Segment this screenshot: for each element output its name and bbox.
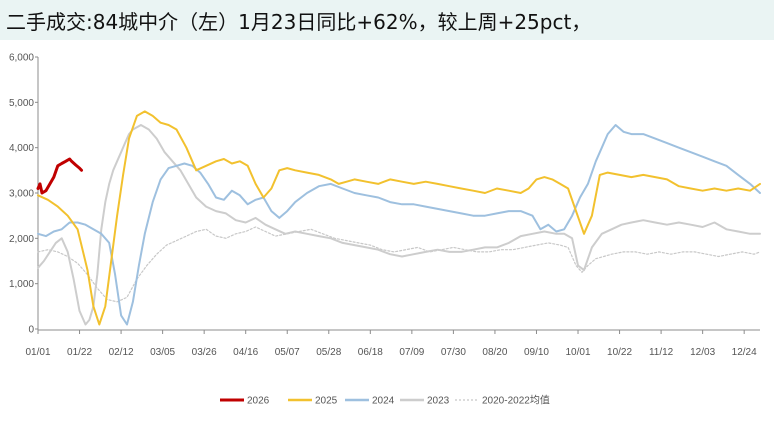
x-tick-label: 02/12	[109, 347, 134, 358]
x-tick-label: 01/01	[25, 347, 50, 358]
chart-legend: 2026 2025 2024 2023 2020-2022均值	[220, 394, 550, 407]
series-layer	[36, 110, 761, 326]
legend-label: 2023	[427, 396, 450, 407]
series-line-2023	[37, 124, 761, 326]
x-tick-label: 08/20	[482, 347, 507, 358]
legend-label: 2025	[315, 396, 338, 407]
x-tick-label: 06/18	[358, 347, 383, 358]
x-tick-label: 09/10	[524, 347, 549, 358]
x-tick-label: 05/28	[316, 347, 341, 358]
x-tick-label: 03/05	[150, 347, 175, 358]
x-tick-label: 11/12	[649, 347, 674, 358]
x-tick-label: 04/16	[233, 347, 258, 358]
x-tick-label: 12/24	[732, 347, 757, 358]
y-tick-label: 3,000	[9, 189, 34, 200]
x-tick-label: 10/01	[566, 347, 591, 358]
legend-label: 2024	[372, 396, 395, 407]
x-tick-label: 03/26	[192, 347, 217, 358]
legend-label: 2020-2022均值	[482, 394, 550, 407]
x-tick-label: 10/22	[607, 347, 632, 358]
y-tick-label: 4,000	[9, 143, 34, 154]
chart-axes: 0 1,000 2,000 3,000 4,000 5,000 6,000 01/01 01/2…	[9, 53, 760, 358]
y-tick-label: 1,000	[9, 279, 34, 290]
y-tick-label: 0	[28, 325, 34, 336]
x-tick-label: 07/09	[399, 347, 424, 358]
title-bar: 二手成交:84城中介（左）1月23日同比+62%，较上周+25pct，	[0, 0, 774, 40]
series-line-2024	[37, 124, 761, 326]
x-tick-label: 07/30	[441, 347, 466, 358]
series-line-2020-2022均值	[37, 226, 761, 303]
x-tick-label: 01/22	[67, 347, 92, 358]
chart-title: 二手成交:84城中介（左）1月23日同比+62%，较上周+25pct，	[6, 10, 592, 34]
legend-label: 2026	[247, 396, 270, 407]
y-tick-label: 5,000	[9, 98, 34, 109]
x-tick-label: 05/07	[275, 347, 300, 358]
y-tick-label: 6,000	[9, 53, 34, 64]
series-line-2025	[37, 110, 761, 326]
series-line-2026	[36, 157, 83, 195]
y-tick-label: 2,000	[9, 234, 34, 245]
x-tick-label: 12/03	[690, 347, 715, 358]
line-chart: 0 1,000 2,000 3,000 4,000 5,000 6,000 01/01 01/2…	[9, 53, 761, 407]
